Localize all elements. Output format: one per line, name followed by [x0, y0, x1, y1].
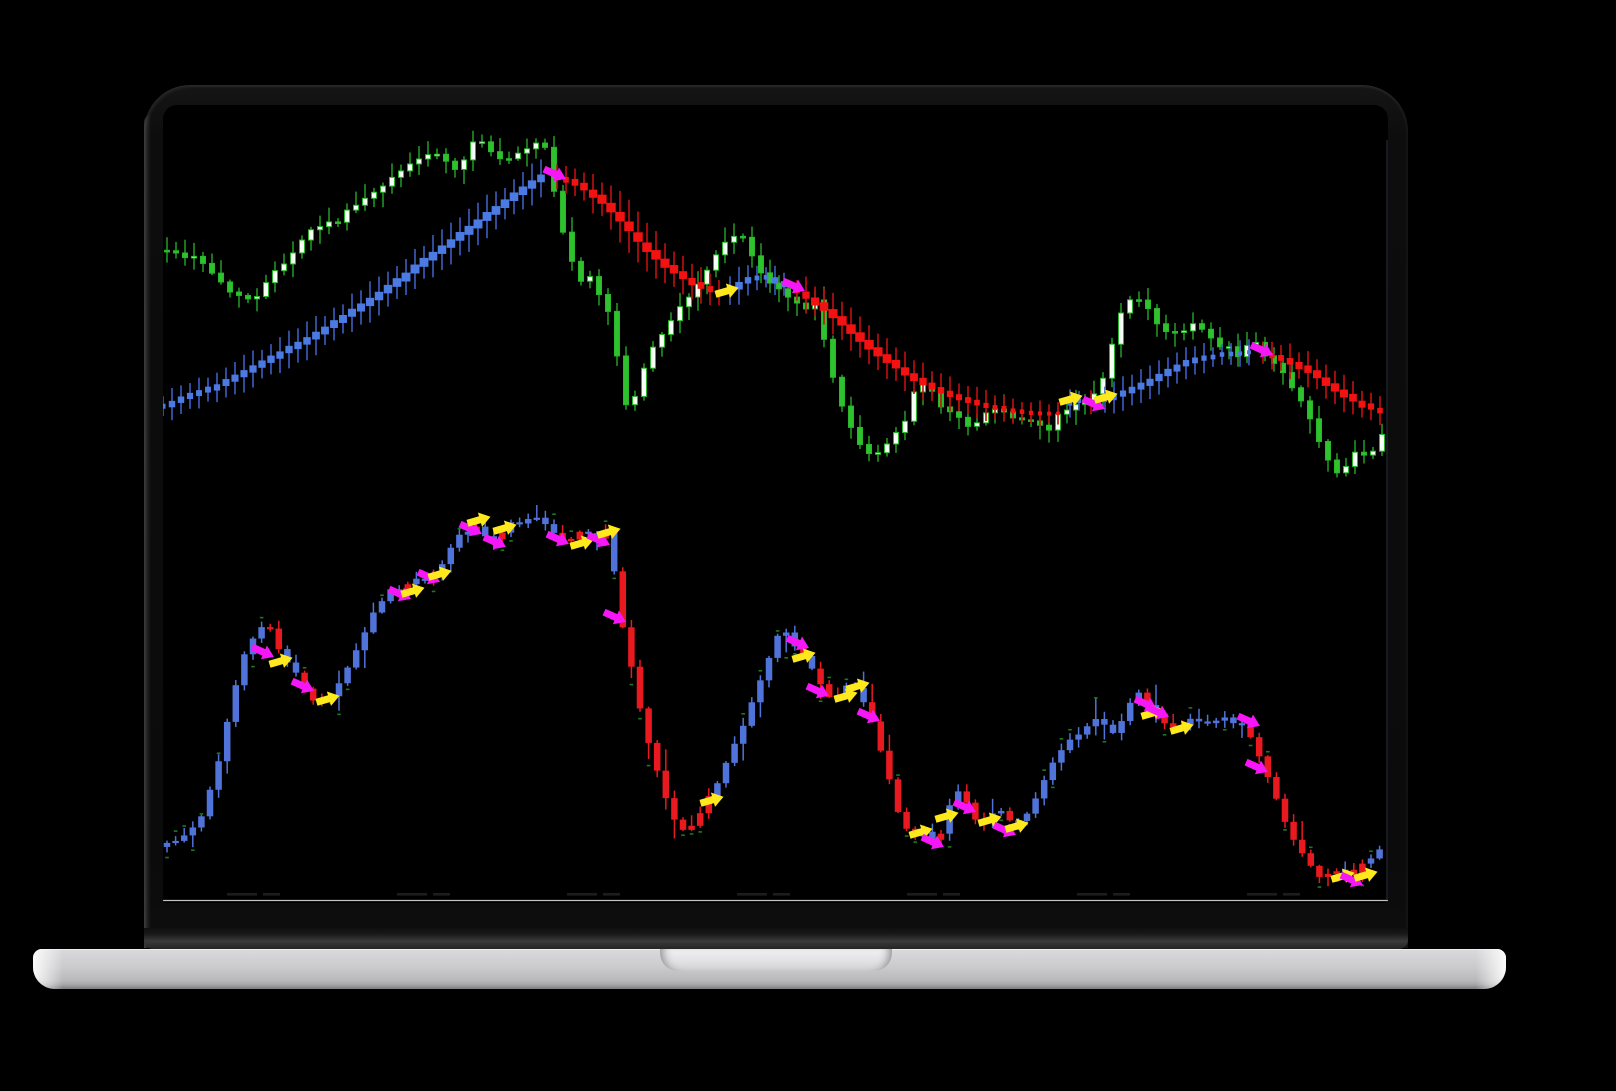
laptop-screen	[144, 85, 1408, 948]
laptop-base-notch	[660, 949, 892, 971]
trend-panel	[163, 504, 1383, 888]
trading-chart-canvas	[163, 105, 1388, 903]
trend-dots-indicator	[163, 159, 1383, 427]
price-panel	[164, 130, 1385, 478]
laptop-base	[33, 949, 1506, 989]
laptop-hinge	[144, 928, 1408, 949]
screen	[163, 105, 1388, 903]
time-axis	[227, 893, 1300, 896]
